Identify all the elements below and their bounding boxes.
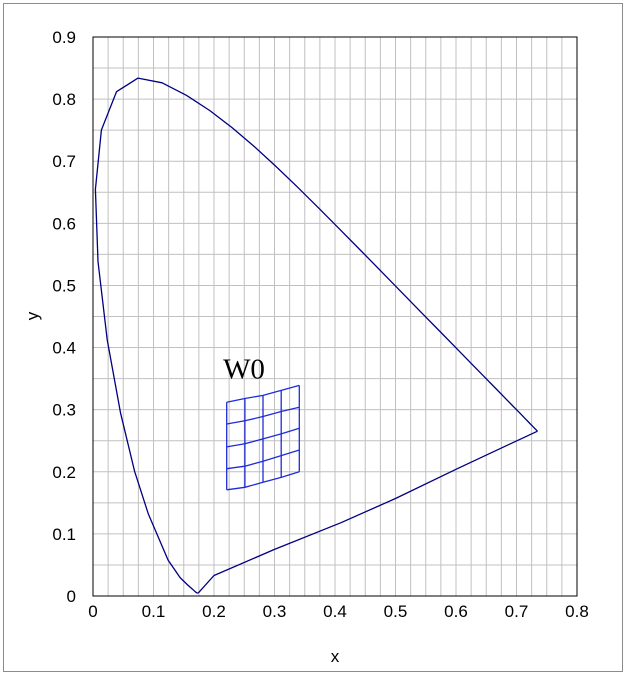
y-tick-label: 0.2 (52, 463, 76, 482)
y-tick-label: 0.5 (52, 276, 76, 295)
y-axis-title: y (23, 311, 42, 320)
y-tick-label: 0.7 (52, 152, 76, 171)
x-tick-label: 0.7 (505, 602, 529, 621)
w0-annotation: W0 (223, 354, 265, 386)
x-tick-label: 0.3 (263, 602, 287, 621)
x-tick-label: 0.2 (202, 602, 226, 621)
x-tick-label: 0 (88, 602, 97, 621)
y-tick-labels: 0 0.1 0.2 0.3 0.4 0.5 0.6 0.7 0.8 0.9 (52, 28, 76, 606)
y-tick-label: 0.9 (52, 28, 76, 47)
series-line-purple-line (197, 430, 538, 594)
data-layer (94, 77, 538, 594)
series-line-spectral-locus (94, 77, 538, 594)
grid-lines (93, 37, 577, 596)
plot-area-border (92, 36, 578, 597)
y-tick-label: 0 (67, 587, 76, 606)
x-tick-label: 0.8 (565, 602, 589, 621)
x-tick-label: 0.1 (142, 602, 166, 621)
y-tick-label: 0.3 (52, 401, 76, 420)
y-tick-label: 0.1 (52, 525, 76, 544)
y-tick-label: 0.8 (52, 90, 76, 109)
x-tick-labels: 0 0.1 0.2 0.3 0.4 0.5 0.6 0.7 0.8 (88, 602, 589, 621)
y-tick-label: 0.4 (52, 339, 76, 358)
y-tick-label: 0.6 (52, 214, 76, 233)
x-tick-label: 0.6 (444, 602, 468, 621)
x-tick-label: 0.5 (384, 602, 408, 621)
x-axis-title: x (331, 647, 340, 666)
x-tick-label: 0.4 (323, 602, 347, 621)
